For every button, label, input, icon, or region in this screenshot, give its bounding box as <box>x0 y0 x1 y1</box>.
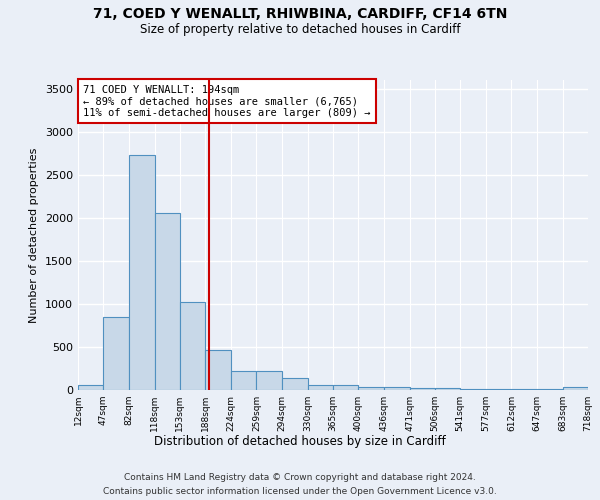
Bar <box>128 155 155 390</box>
Bar <box>410 388 435 390</box>
Bar <box>205 350 231 390</box>
Bar <box>231 371 256 390</box>
Bar <box>563 388 588 390</box>
Text: 71, COED Y WENALLT, RHIWBINA, CARDIFF, CF14 6TN: 71, COED Y WENALLT, RHIWBINA, CARDIFF, C… <box>93 8 507 22</box>
Bar <box>358 386 384 390</box>
Text: Contains public sector information licensed under the Open Government Licence v3: Contains public sector information licen… <box>103 488 497 496</box>
Bar <box>308 385 333 390</box>
Bar <box>78 385 103 390</box>
Text: Distribution of detached houses by size in Cardiff: Distribution of detached houses by size … <box>154 435 446 448</box>
Text: Size of property relative to detached houses in Cardiff: Size of property relative to detached ho… <box>140 22 460 36</box>
Bar <box>103 317 128 390</box>
Bar <box>155 213 180 390</box>
Bar <box>511 389 537 390</box>
Bar <box>180 302 205 390</box>
Bar <box>282 378 308 390</box>
Y-axis label: Number of detached properties: Number of detached properties <box>29 148 40 322</box>
Bar <box>384 387 410 390</box>
Bar <box>256 372 282 390</box>
Text: 71 COED Y WENALLT: 194sqm
← 89% of detached houses are smaller (6,765)
11% of se: 71 COED Y WENALLT: 194sqm ← 89% of detac… <box>83 84 371 118</box>
Bar <box>460 388 486 390</box>
Text: Contains HM Land Registry data © Crown copyright and database right 2024.: Contains HM Land Registry data © Crown c… <box>124 472 476 482</box>
Bar <box>333 386 358 390</box>
Bar <box>435 388 460 390</box>
Bar <box>486 389 511 390</box>
